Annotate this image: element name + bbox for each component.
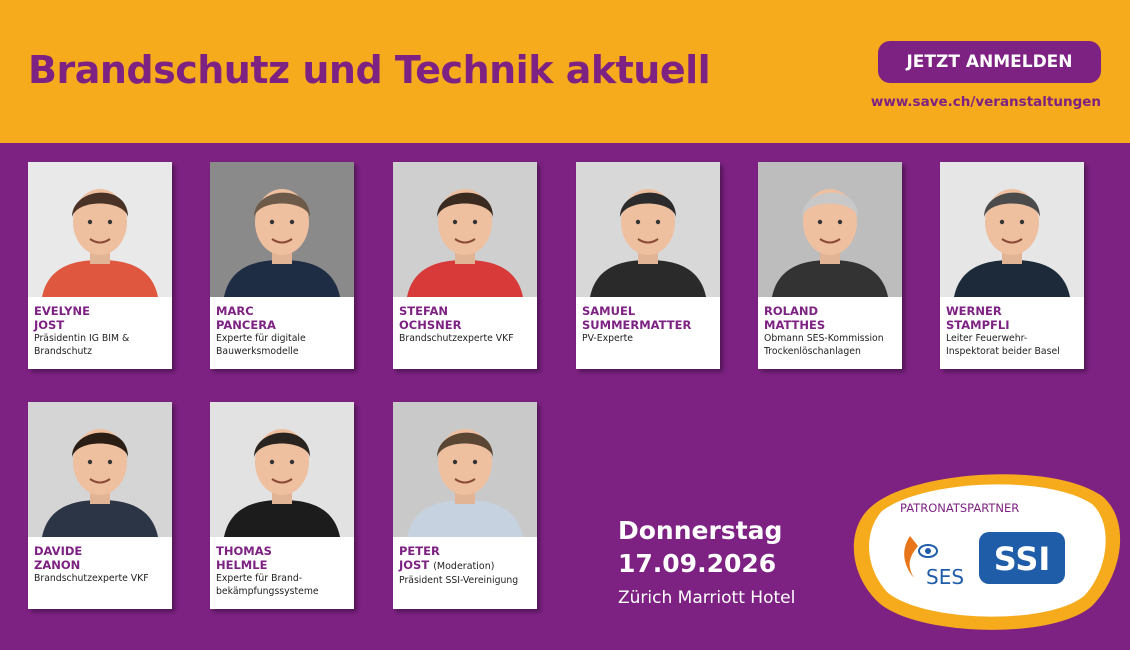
photo (393, 162, 537, 297)
first-name: EVELYNE (34, 304, 90, 318)
first-name: THOMAS (216, 544, 272, 558)
role: Experte für digitale (216, 333, 306, 344)
last-name-line: MATTHES (764, 318, 896, 332)
role: Bauwerksmodelle (216, 346, 299, 357)
speaker-card: EVELYNE JOST Präsidentin IG BIM & Brandschu… (28, 162, 172, 369)
role: Brandschutzexperte VKF (34, 573, 149, 584)
last-name-line: JOST (34, 318, 166, 332)
last-name: ZANON (34, 558, 81, 572)
partner-box: PATRONATSPARTNER SES SSI (853, 474, 1121, 630)
speaker-card: ROLAND MATTHES Obmann SES-Kommission Trocke… (758, 162, 902, 369)
photo (28, 162, 172, 297)
last-name-line: OCHSNER (399, 318, 531, 332)
photo (28, 402, 172, 537)
speaker-label: STEFAN OCHSNER Brandschutzexperte VKF (393, 297, 537, 345)
speaker-label: EVELYNE JOST Präsidentin IG BIM & Brandschu… (28, 297, 172, 358)
first-name: DAVIDE (34, 544, 83, 558)
last-name-line: STAMPFLI (946, 318, 1078, 332)
first-name: MARC (216, 304, 254, 318)
last-name: JOST (34, 318, 65, 332)
event-date: 17.09.2026 (618, 549, 777, 578)
speaker-card: STEFAN OCHSNER Brandschutzexperte VKF (393, 162, 537, 369)
first-name: ROLAND (764, 304, 819, 318)
first-name: WERNER (946, 304, 1002, 318)
speaker-label: PETER JOST (Moderation) Präsident SSI-Vere… (393, 537, 537, 587)
role: Trockenlöschanlagen (764, 346, 861, 357)
event-day: Donnerstag (618, 516, 783, 545)
speaker-label: DAVIDE ZANON Brandschutzexperte VKF (28, 537, 172, 585)
role: Inspektorat beider Basel (946, 346, 1060, 357)
photo (210, 162, 354, 297)
last-name-line: JOST (Moderation) (399, 558, 531, 574)
speaker-label: THOMAS HELMLE Experte für Brand-bekämpfung… (210, 537, 354, 598)
speaker-card: DAVIDE ZANON Brandschutzexperte VKF (28, 402, 172, 609)
last-name-line: PANCERA (216, 318, 348, 332)
role: Obmann SES-Kommission (764, 333, 884, 344)
role: Präsident SSI-Vereinigung (399, 575, 519, 586)
last-name-line: SUMMERMATTER (582, 318, 714, 332)
photo (210, 402, 354, 537)
first-name: STEFAN (399, 304, 449, 318)
photo (576, 162, 720, 297)
role: Brandschutz (34, 346, 92, 357)
last-name: PANCERA (216, 318, 276, 332)
last-name: MATTHES (764, 318, 826, 332)
speaker-label: SAMUEL SUMMERMATTER PV-Experte (576, 297, 720, 345)
ssi-logo: SSI (994, 540, 1051, 578)
event-info: Donnerstag 17.09.2026 Zürich Marriott Ho… (618, 514, 795, 608)
event-venue: Zürich Marriott Hotel (618, 588, 796, 608)
register-button[interactable]: JETZT ANMELDEN (878, 41, 1101, 83)
last-name: HELMLE (216, 558, 268, 572)
note: (Moderation) (433, 561, 495, 572)
first-name: SAMUEL (582, 304, 636, 318)
ses-flame (904, 536, 918, 578)
url-link[interactable]: www.save.ch/veranstaltungen (870, 94, 1101, 110)
last-name: STAMPFLI (946, 318, 1010, 332)
ssi-badge (979, 532, 1065, 584)
last-name-line: ZANON (34, 558, 166, 572)
ses-logo: SES (926, 565, 964, 589)
speaker-label: ROLAND MATTHES Obmann SES-Kommission Trocke… (758, 297, 902, 358)
role: Experte für Brand- (216, 573, 303, 584)
last-name: JOST (399, 558, 430, 572)
ses-eye (918, 544, 938, 558)
role: PV-Experte (582, 333, 633, 344)
role: bekämpfungssysteme (216, 586, 319, 597)
ses-pupil (925, 548, 931, 554)
speaker-card: THOMAS HELMLE Experte für Brand-bekämpfung… (210, 402, 354, 609)
speaker-card: MARC PANCERA Experte für digitale Bauwerksm… (210, 162, 354, 369)
speaker-card: PETER JOST (Moderation) Präsident SSI-Vere… (393, 402, 537, 609)
title: Brandschutz und Technik aktuell (28, 48, 711, 92)
photo (940, 162, 1084, 297)
speaker-label: MARC PANCERA Experte für digitale Bauwerksm… (210, 297, 354, 358)
last-name: OCHSNER (399, 318, 462, 332)
speaker-card: WERNER STAMPFLI Leiter Feuerwehr- Inspektor… (940, 162, 1084, 369)
partner-label: PATRONATSPARTNER (900, 501, 1019, 515)
speaker-card: SAMUEL SUMMERMATTER PV-Experte (576, 162, 720, 369)
speaker-label: WERNER STAMPFLI Leiter Feuerwehr- Inspektor… (940, 297, 1084, 358)
role: Präsidentin IG BIM & (34, 333, 130, 344)
last-name: SUMMERMATTER (582, 318, 692, 332)
role: Leiter Feuerwehr- (946, 333, 1028, 344)
photo (758, 162, 902, 297)
role: Brandschutzexperte VKF (399, 333, 514, 344)
photo (393, 402, 537, 537)
last-name-line: HELMLE (216, 558, 348, 572)
first-name: PETER (399, 544, 440, 558)
